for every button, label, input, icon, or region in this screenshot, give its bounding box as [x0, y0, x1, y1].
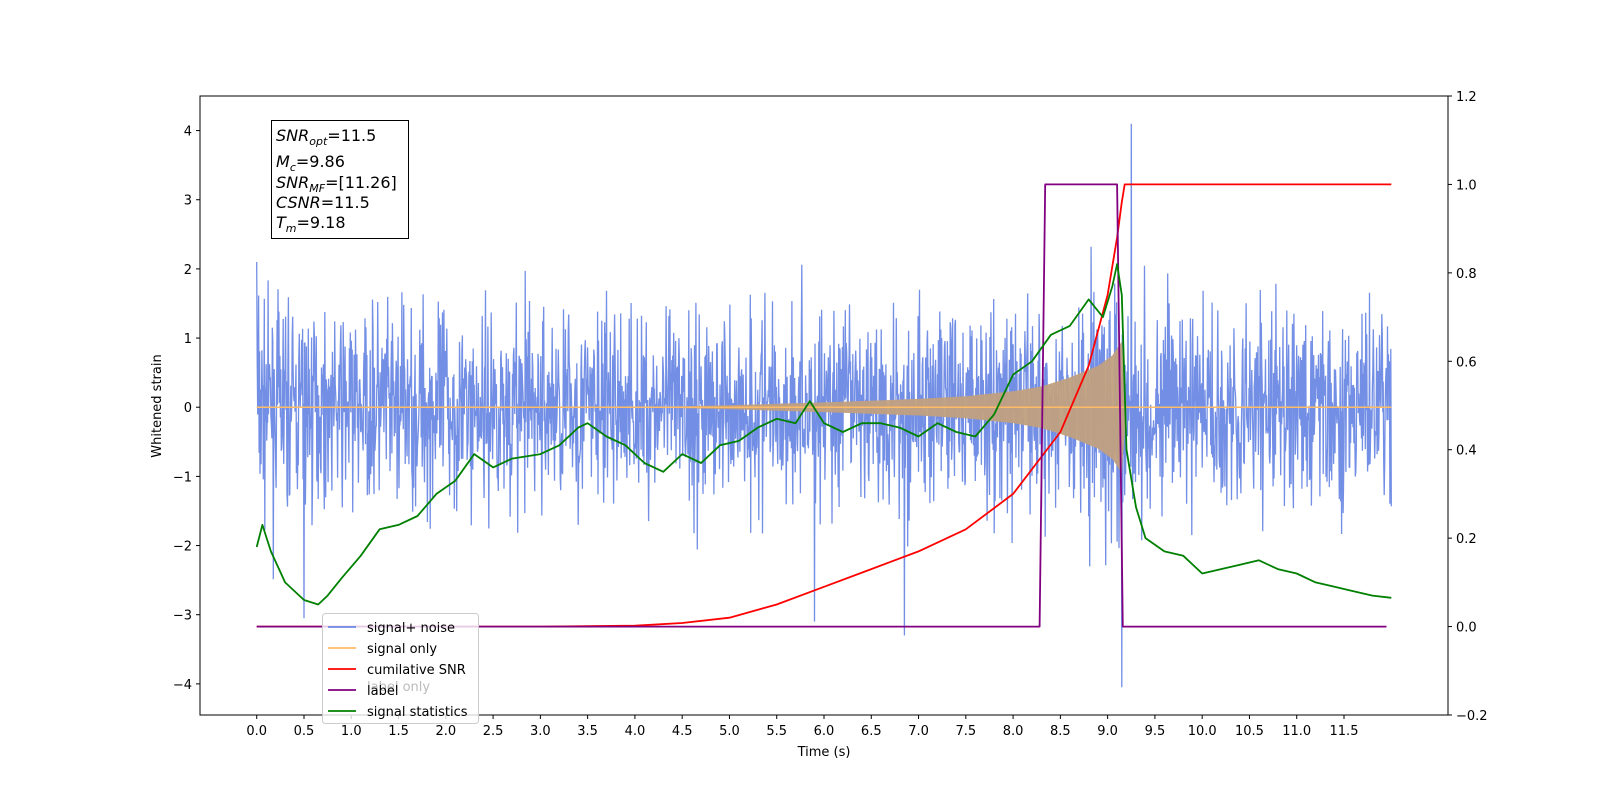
annotation-frame: [271, 120, 409, 239]
y2-tick-label: 1.0: [1456, 178, 1477, 193]
y2-tick-label: 0.0: [1456, 621, 1477, 636]
legend-label: cumilative SNR: [367, 663, 466, 678]
y-axis-label: Whitened strain: [150, 354, 165, 457]
label-line: [256, 183, 1387, 628]
x-tick-label: 10.5: [1235, 724, 1264, 739]
x-axis-label: Time (s): [797, 745, 851, 760]
x-tick-label: 8.0: [1003, 724, 1024, 739]
x-tick-label: 11.5: [1330, 724, 1359, 739]
annotation-mc: Mc=9.86: [276, 152, 345, 174]
x-tick-label: 6.5: [861, 724, 882, 739]
x-axis: 0.0 0.5 1.0 1.5 2.0 2.5 3.0 3.5 4.0 4.5 5.0 5.5 6.0 6…: [246, 715, 1358, 739]
annotation-snr-opt: SNRopt=11.5: [276, 126, 376, 148]
y2-tick-label: −0.2: [1456, 709, 1488, 724]
signal-statistics-line: [255, 263, 1392, 606]
x-tick-label: 11.0: [1282, 724, 1311, 739]
y-axis-left: 4 3 2 1 0 −1 −2 −3 −4: [173, 125, 200, 693]
y-tick-label: −1: [173, 470, 192, 485]
x-tick-label: 4.5: [672, 724, 693, 739]
right-axis-series: [255, 183, 1392, 628]
x-tick-label: 8.5: [1050, 724, 1071, 739]
legend-ghost-text: label only: [367, 680, 430, 695]
y2-tick-label: 1.2: [1456, 90, 1477, 105]
legend-label: signal statistics: [367, 705, 468, 720]
x-tick-label: 1.5: [388, 724, 409, 739]
annotation-tm: Tm=9.18: [276, 213, 346, 235]
y-axis-right: 1.2 1.0 0.8 0.6 0.4 0.2 0.0 −0.2: [1448, 90, 1488, 724]
x-tick-label: 2.0: [435, 724, 456, 739]
y-tick-label: −3: [173, 609, 192, 624]
legend-label: signal+ noise: [367, 621, 455, 636]
x-tick-label: 7.5: [955, 724, 976, 739]
annotation-box: SNRopt=11.5 Mc=9.86 SNRMF=[11.26] CSNR=1…: [271, 120, 409, 239]
x-tick-label: 4.0: [625, 724, 646, 739]
plot-area: [255, 123, 1392, 688]
y-tick-label: −4: [173, 678, 192, 693]
x-tick-label: 7.0: [908, 724, 929, 739]
y-tick-label: −2: [173, 540, 192, 555]
y2-tick-label: 0.4: [1456, 444, 1477, 459]
signal-noise-line: [256, 123, 1392, 688]
x-tick-label: 3.5: [577, 724, 598, 739]
y-tick-label: 2: [184, 263, 192, 278]
y-tick-label: 3: [184, 194, 192, 209]
x-tick-label: 9.0: [1097, 724, 1118, 739]
legend-entries: signal+ noise signal only cumilative SNR la…: [328, 621, 468, 720]
signal-only-series: [256, 341, 1392, 473]
x-tick-label: 1.0: [341, 724, 362, 739]
x-tick-label: 0.5: [294, 724, 315, 739]
legend-label: signal only: [367, 642, 437, 657]
y-tick-label: 1: [184, 332, 192, 347]
x-tick-label: 3.0: [530, 724, 551, 739]
legend-frame: [322, 613, 479, 724]
y-tick-label: 4: [184, 125, 192, 140]
x-tick-label: 2.5: [483, 724, 504, 739]
x-tick-label: 0.0: [246, 724, 267, 739]
x-tick-label: 9.5: [1145, 724, 1166, 739]
legend: label only signal+ noise signal only cumil…: [322, 613, 479, 724]
y2-tick-label: 0.6: [1456, 355, 1477, 370]
y-tick-label: 0: [184, 401, 192, 416]
x-tick-label: 5.5: [766, 724, 787, 739]
signal-noise-series: [256, 123, 1392, 688]
x-tick-label: 5.0: [719, 724, 740, 739]
y2-tick-label: 0.8: [1456, 267, 1477, 282]
annotation-csnr: CSNR=11.5: [276, 193, 370, 212]
annotation-snr-mf: SNRMF=[11.26]: [276, 173, 397, 195]
x-tick-label: 10.0: [1188, 724, 1217, 739]
y2-tick-label: 0.2: [1456, 532, 1477, 547]
x-tick-label: 6.0: [814, 724, 835, 739]
legend-label: label: [367, 684, 398, 699]
